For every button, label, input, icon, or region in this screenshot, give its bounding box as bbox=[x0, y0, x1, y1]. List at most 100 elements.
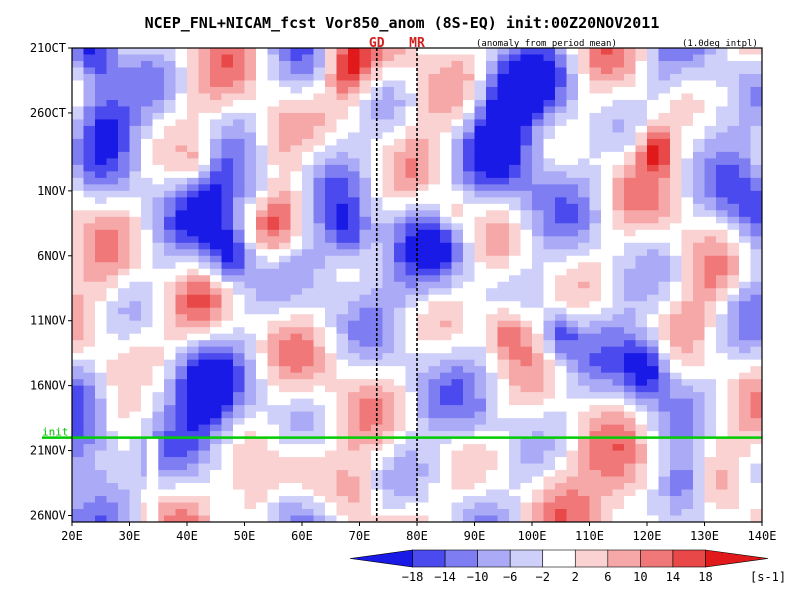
field-cell bbox=[532, 411, 544, 419]
field-cell bbox=[647, 138, 659, 146]
field-cell bbox=[693, 502, 705, 510]
field-cell bbox=[164, 190, 176, 198]
field-cell bbox=[187, 444, 199, 452]
field-cell bbox=[681, 67, 694, 75]
field-cell bbox=[658, 301, 671, 309]
field-cell bbox=[681, 262, 694, 270]
field-cell bbox=[635, 281, 648, 289]
field-cell bbox=[129, 418, 142, 426]
field-cell bbox=[290, 405, 303, 413]
field-cell bbox=[382, 112, 395, 120]
field-cell bbox=[578, 177, 590, 185]
field-cell bbox=[417, 184, 429, 192]
field-cell bbox=[106, 229, 119, 237]
field-cell bbox=[233, 281, 245, 289]
field-cell bbox=[279, 392, 291, 400]
field-cell bbox=[739, 223, 751, 231]
field-cell bbox=[152, 509, 165, 516]
field-cell bbox=[175, 301, 188, 309]
field-cell bbox=[647, 275, 659, 283]
field-cell bbox=[95, 54, 107, 62]
field-cell bbox=[566, 288, 579, 296]
field-cell bbox=[486, 80, 498, 88]
field-cell bbox=[716, 444, 728, 452]
field-cell bbox=[187, 496, 199, 504]
field-cell bbox=[578, 314, 590, 322]
field-cell bbox=[739, 476, 751, 484]
field-cell bbox=[198, 411, 211, 419]
field-cell bbox=[336, 418, 349, 426]
field-cell bbox=[405, 502, 418, 510]
field-cell bbox=[555, 184, 567, 192]
field-cell bbox=[164, 184, 176, 192]
field-cell bbox=[405, 379, 418, 387]
field-cell bbox=[474, 119, 487, 127]
field-cell bbox=[95, 288, 107, 296]
field-cell bbox=[95, 164, 107, 172]
y-tick-label: 21NOV bbox=[30, 444, 66, 458]
field-cell bbox=[302, 496, 314, 504]
field-cell bbox=[716, 93, 728, 101]
field-cell bbox=[336, 67, 349, 75]
field-cell bbox=[405, 138, 418, 146]
x-tick-label: 40E bbox=[176, 529, 198, 543]
field-cell bbox=[371, 112, 383, 120]
field-cell bbox=[382, 515, 395, 523]
field-cell bbox=[532, 184, 544, 192]
field-cell bbox=[543, 411, 556, 419]
field-cell bbox=[566, 333, 579, 341]
field-cell bbox=[95, 379, 107, 387]
field-cell bbox=[658, 112, 671, 120]
field-cell bbox=[578, 132, 590, 140]
field-cell bbox=[635, 372, 648, 380]
field-cell bbox=[681, 80, 694, 88]
field-cell bbox=[210, 164, 222, 172]
field-cell bbox=[382, 405, 395, 413]
field-cell bbox=[428, 307, 441, 315]
field-cell bbox=[428, 483, 441, 491]
field-cell bbox=[601, 112, 613, 120]
field-cell bbox=[693, 73, 705, 81]
field-cell bbox=[175, 86, 188, 94]
field-cell bbox=[693, 457, 705, 465]
field-cell bbox=[716, 67, 728, 75]
field-cell bbox=[348, 450, 360, 458]
field-cell bbox=[164, 476, 176, 484]
field-cell bbox=[727, 255, 740, 263]
field-cell bbox=[244, 489, 257, 497]
field-cell bbox=[704, 60, 717, 68]
field-cell bbox=[348, 353, 360, 361]
field-cell bbox=[325, 236, 337, 244]
field-cell bbox=[83, 405, 96, 413]
field-cell bbox=[658, 171, 671, 179]
field-cell bbox=[463, 476, 475, 484]
field-cell bbox=[210, 184, 222, 192]
field-cell bbox=[198, 197, 211, 205]
field-cell bbox=[555, 249, 567, 257]
field-cell bbox=[658, 366, 671, 374]
field-cell bbox=[566, 119, 579, 127]
field-cell bbox=[95, 190, 107, 198]
field-cell bbox=[497, 197, 510, 205]
field-cell bbox=[198, 346, 211, 354]
field-cell bbox=[532, 496, 544, 504]
field-cell bbox=[647, 229, 659, 237]
field-cell bbox=[578, 476, 590, 484]
field-cell bbox=[635, 457, 648, 465]
field-cell bbox=[394, 405, 406, 413]
field-cell bbox=[267, 73, 280, 81]
field-cell bbox=[394, 333, 406, 341]
field-cell bbox=[394, 301, 406, 309]
field-cell bbox=[221, 132, 234, 140]
field-cell bbox=[704, 353, 717, 361]
field-cell bbox=[187, 99, 199, 107]
field-cell bbox=[739, 171, 751, 179]
field-cell bbox=[359, 177, 372, 185]
field-cell bbox=[187, 437, 199, 445]
field-cell bbox=[440, 392, 452, 400]
field-cell bbox=[371, 242, 383, 250]
field-cell bbox=[635, 327, 648, 335]
field-cell bbox=[359, 262, 372, 270]
field-cell bbox=[198, 184, 211, 192]
field-cell bbox=[394, 320, 406, 328]
